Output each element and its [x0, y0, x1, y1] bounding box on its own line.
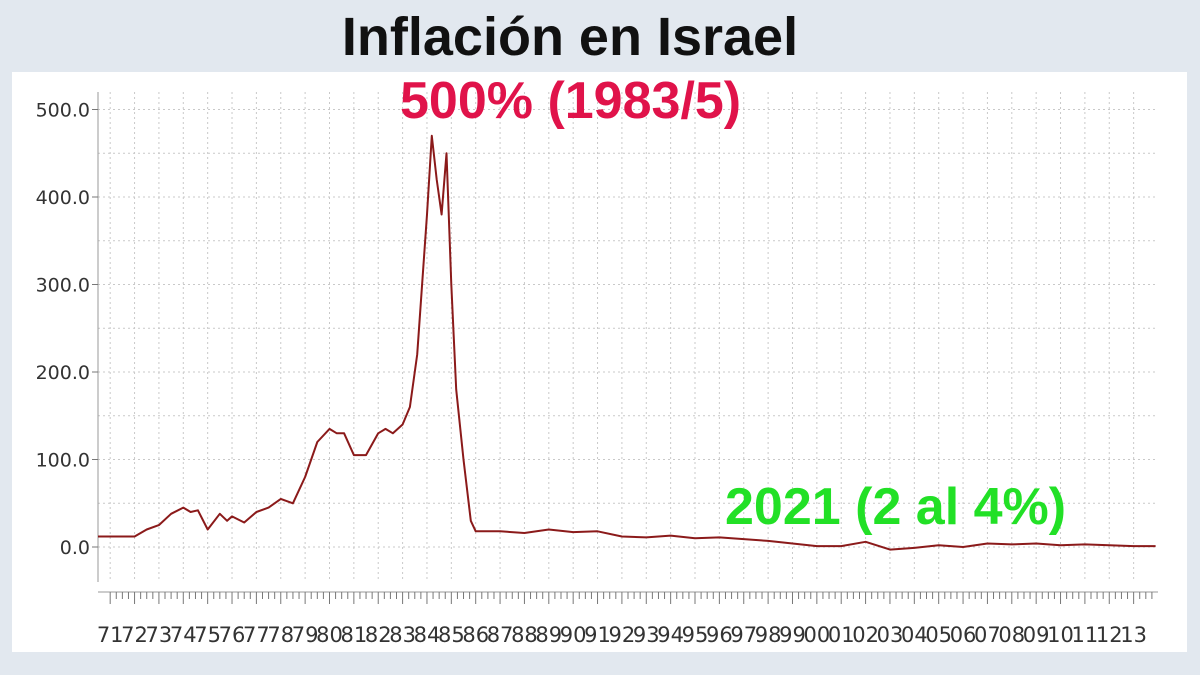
x-tick-label: 96: [706, 623, 733, 647]
x-tick-label: 01: [828, 623, 855, 647]
x-tick-label: 92: [609, 623, 636, 647]
x-tick-label: 74: [170, 623, 197, 647]
x-tick-label: 08: [998, 623, 1025, 647]
x-tick-label: 82: [365, 623, 392, 647]
y-axis-ticks: 0.0 100.0 200.0 300.0 400.0 500.0: [36, 100, 98, 559]
y-tick-label: 0.0: [60, 537, 90, 559]
x-tick-label: 80: [316, 623, 343, 647]
x-tick-label: 94: [657, 623, 684, 647]
chart-panel: 0.0 100.0 200.0 300.0 400.0 500.0 71 72 73 74 75 7…: [12, 72, 1187, 652]
x-tick-label: 89: [535, 623, 562, 647]
x-tick-label: 72: [121, 623, 148, 647]
x-tick-label: 04: [901, 623, 928, 647]
x-tick-label: 09: [1023, 623, 1050, 647]
x-tick-label: 99: [779, 623, 806, 647]
x-tick-label: 00: [803, 623, 830, 647]
x-tick-label: 90: [560, 623, 587, 647]
x-tick-label: 95: [682, 623, 709, 647]
x-tick-label: 83: [389, 623, 416, 647]
x-tick-label: 77: [243, 623, 270, 647]
x-axis-ticks: 7172737475767778798081828384858687888990…: [97, 592, 1153, 647]
x-tick-label: 13: [1120, 623, 1147, 647]
x-tick-label: 91: [584, 623, 611, 647]
x-tick-label: 10: [1047, 623, 1074, 647]
y-tick-label: 100.0: [36, 450, 90, 472]
x-tick-label: 87: [487, 623, 514, 647]
x-tick-label: 93: [633, 623, 660, 647]
x-tick-label: 97: [730, 623, 757, 647]
grid: [98, 92, 1158, 582]
x-tick-label: 84: [414, 623, 441, 647]
x-tick-label: 02: [852, 623, 879, 647]
x-tick-label: 81: [340, 623, 367, 647]
x-tick-label: 71: [97, 623, 124, 647]
x-tick-label: 78: [267, 623, 294, 647]
x-tick-label: 11: [1072, 623, 1099, 647]
y-tick-label: 300.0: [36, 275, 90, 297]
y-tick-label: 200.0: [36, 362, 90, 384]
x-tick-label: 12: [1096, 623, 1123, 647]
current-annotation: 2021 (2 al 4%): [725, 478, 1066, 536]
chart-title: Inflación en Israel: [341, 7, 799, 67]
y-tick-label: 500.0: [36, 100, 90, 122]
x-tick-label: 73: [146, 623, 173, 647]
x-tick-label: 06: [950, 623, 977, 647]
x-tick-label: 07: [974, 623, 1001, 647]
y-tick-label: 400.0: [36, 187, 90, 209]
x-tick-label: 86: [462, 623, 489, 647]
x-tick-label: 88: [511, 623, 538, 647]
x-tick-label: 79: [292, 623, 319, 647]
x-tick-label: 76: [219, 623, 246, 647]
inflation-series-line: [98, 134, 1156, 551]
x-tick-label: 98: [755, 623, 782, 647]
x-tick-label: 03: [877, 623, 904, 647]
peak-annotation: 500% (1983/5): [400, 72, 741, 130]
x-tick-label: 05: [925, 623, 952, 647]
x-tick-label: 85: [438, 623, 465, 647]
x-tick-label: 75: [194, 623, 221, 647]
